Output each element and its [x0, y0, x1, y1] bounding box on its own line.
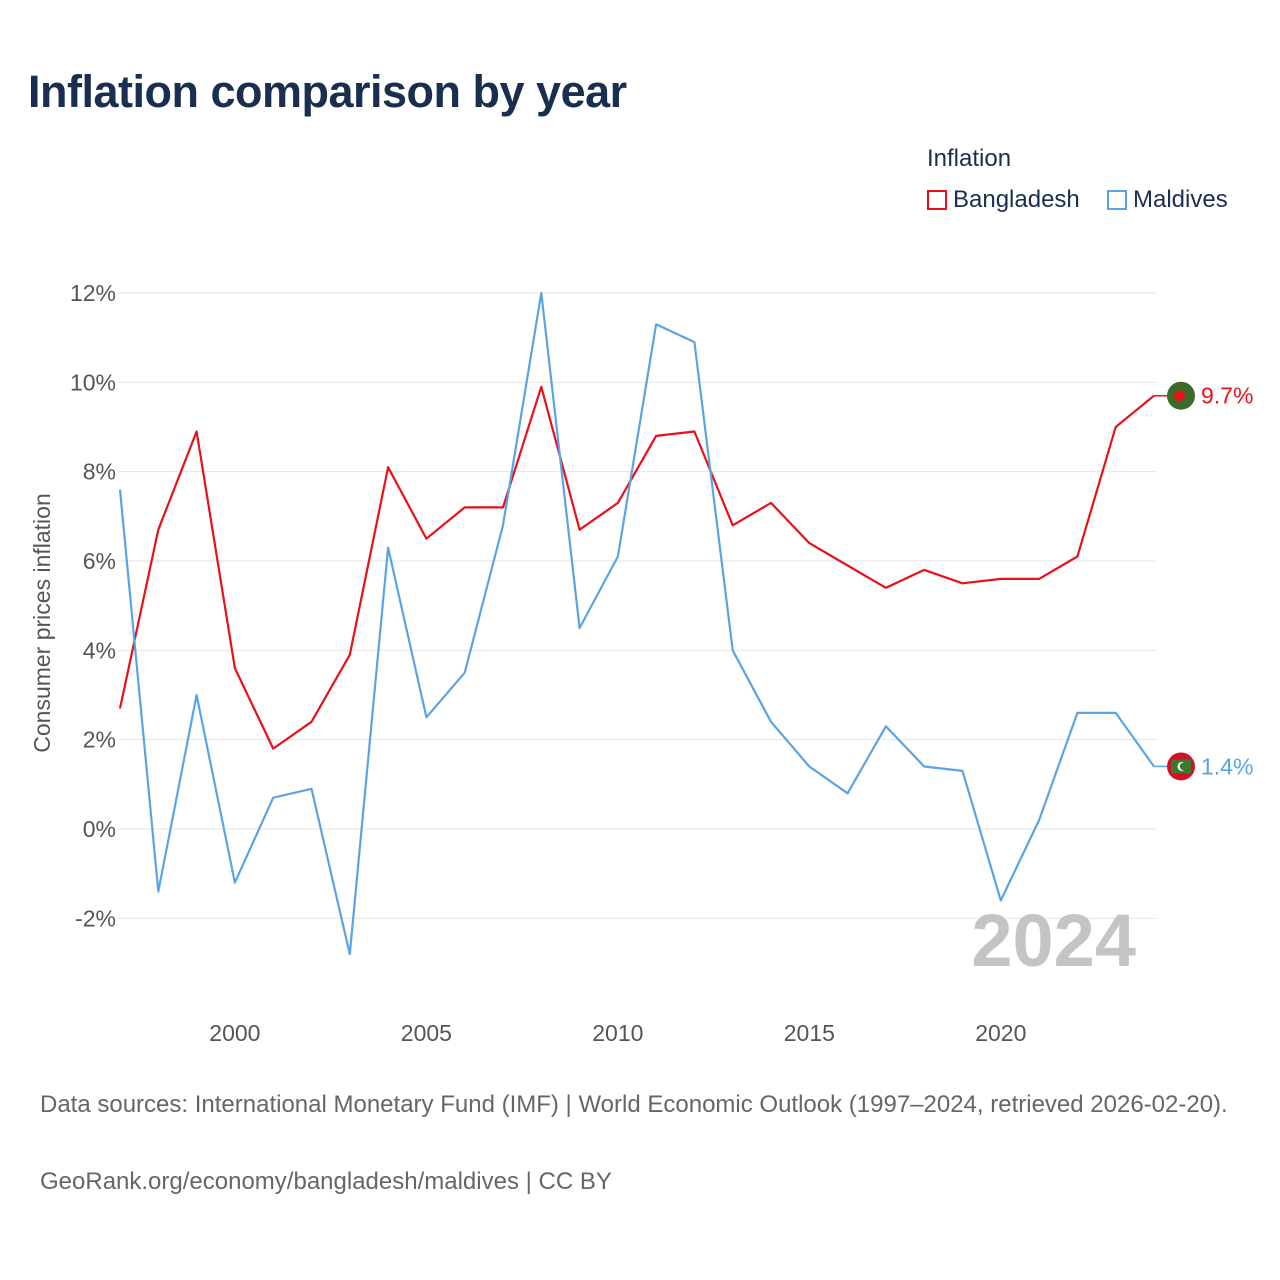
legend-title: Inflation: [927, 145, 1012, 172]
gridlines: [118, 292, 1157, 919]
footer-url[interactable]: GeoRank.org/economy/bangladesh/maldives …: [40, 1168, 612, 1195]
footer-sources: Data sources: International Monetary Fun…: [40, 1091, 1228, 1118]
y-axis-ticks: -2% 0% 2% 4% 6% 8% 10% 12%: [70, 280, 116, 931]
y-tick-label: 12%: [70, 280, 116, 306]
series-line-maldives: [118, 291, 1155, 956]
end-value-label-maldives: 1.4%: [1201, 753, 1253, 779]
y-tick-label: 4%: [83, 637, 116, 663]
y-tick-label: 10%: [70, 369, 116, 395]
y-tick-label: 6%: [83, 548, 116, 574]
x-tick-label: 2005: [401, 1020, 452, 1046]
series-line-bangladesh: [118, 385, 1155, 750]
y-tick-label: 0%: [83, 816, 116, 842]
chart-title: Inflation comparison by year: [28, 66, 627, 117]
legend-label-bangladesh: Bangladesh: [953, 186, 1080, 213]
y-axis-title: Consumer prices inflation: [29, 493, 55, 753]
x-tick-label: 2015: [784, 1020, 835, 1046]
x-tick-label: 2020: [975, 1020, 1026, 1046]
end-value-label-bangladesh: 9.7%: [1201, 383, 1253, 409]
bangladesh-flag-icon: [1167, 381, 1195, 410]
legend-label-maldives: Maldives: [1133, 186, 1228, 213]
x-tick-label: 2000: [209, 1020, 260, 1046]
x-axis-ticks: 2000 2005 2010 2015 2020: [209, 1020, 1026, 1046]
x-tick-label: 2010: [592, 1020, 643, 1046]
y-tick-label: 8%: [83, 459, 116, 485]
legend-item-maldives[interactable]: Maldives: [1107, 186, 1228, 214]
legend-item-bangladesh[interactable]: Bangladesh: [927, 186, 1080, 214]
line-chart: -2% 0% 2% 4% 6% 8% 10% 12% 2000 2005 2010 2015 2020…: [29, 280, 1253, 1046]
legend-swatch-bangladesh: [927, 190, 947, 210]
end-markers: 9.7% 1.4%: [1154, 381, 1253, 781]
legend-swatch-maldives: [1107, 190, 1127, 210]
series-lines: [118, 291, 1155, 956]
y-tick-label: 2%: [83, 727, 116, 753]
year-watermark: 2024: [971, 899, 1136, 982]
maldives-flag-icon: [1167, 752, 1195, 781]
y-tick-label: -2%: [75, 905, 116, 931]
